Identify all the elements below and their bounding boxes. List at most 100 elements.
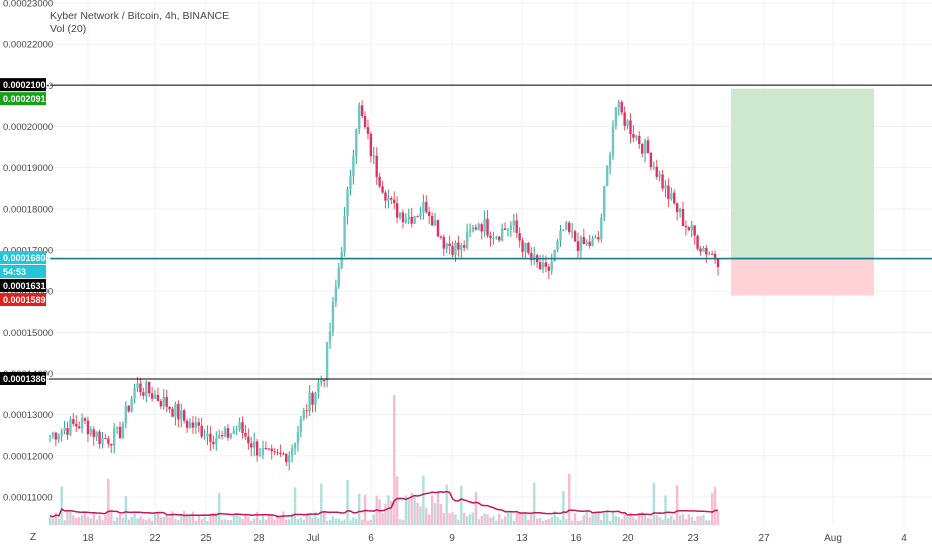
volume-bar <box>678 515 682 525</box>
volume-bar <box>527 519 530 525</box>
candle-body <box>705 247 708 255</box>
x-tick-label: Jul <box>307 533 320 544</box>
candle-body <box>390 198 393 200</box>
candle-body <box>617 102 621 108</box>
volume-bar <box>565 518 568 525</box>
candle-body <box>197 422 200 426</box>
volume-bar <box>305 513 308 525</box>
volume-bar <box>352 517 355 525</box>
candle-body <box>232 430 235 434</box>
candle-body <box>360 105 364 117</box>
candle-body <box>220 435 224 437</box>
volume-bar <box>107 478 110 525</box>
candle-body <box>308 392 311 412</box>
volume-bar <box>267 514 270 525</box>
candle-body <box>95 431 98 437</box>
volume-bar <box>640 511 644 525</box>
candle-body <box>174 403 177 417</box>
candle-body <box>296 432 300 444</box>
volume-bar <box>165 515 168 525</box>
volume-bar <box>95 519 98 525</box>
volume-bar <box>395 476 399 525</box>
candle-body <box>696 235 699 249</box>
volume-bar <box>328 520 332 525</box>
volume-bar <box>320 483 323 525</box>
candle-body <box>328 331 332 343</box>
price-label-text: 0.00020919 <box>3 94 51 104</box>
candle-body <box>626 120 629 126</box>
candle-body <box>223 428 227 437</box>
candle-body <box>142 392 145 396</box>
candle-body <box>287 455 291 463</box>
volume-bar <box>369 519 373 525</box>
volume-bar <box>80 514 84 525</box>
candle-body <box>72 419 75 424</box>
volume-ma-line <box>49 490 719 518</box>
candle-body <box>51 432 55 436</box>
candle-body <box>229 433 233 438</box>
volume-bar <box>121 517 125 525</box>
candle-body <box>325 342 329 381</box>
candle-body <box>460 245 463 250</box>
candle-body <box>194 422 198 428</box>
candle-body <box>171 408 174 417</box>
volume-bar <box>608 520 612 525</box>
price-label-pill <box>0 279 46 293</box>
volume-bar <box>83 511 87 525</box>
candle-body <box>573 231 577 242</box>
volume-bar <box>655 515 658 525</box>
volume-bar <box>115 517 119 525</box>
candle-body <box>290 448 294 456</box>
volume-bar <box>681 513 685 525</box>
volume-bar <box>535 518 539 525</box>
volume-bar <box>492 516 495 525</box>
volume-bar <box>690 516 693 525</box>
candle-body <box>521 240 524 252</box>
candle-body <box>608 155 612 166</box>
volume-bar <box>433 503 437 525</box>
volume-bar <box>302 519 305 525</box>
candle-body <box>538 262 542 270</box>
volume-bar <box>398 519 402 525</box>
candle-body <box>629 120 632 135</box>
candle-body <box>652 166 656 168</box>
candle-body <box>678 208 682 213</box>
volume-bar <box>223 519 227 525</box>
volume-bar <box>290 513 294 525</box>
volume-bar <box>139 516 142 525</box>
volume-bar <box>463 512 466 525</box>
candle-body <box>334 286 338 303</box>
volume-bar <box>69 511 72 525</box>
candle-body <box>614 107 618 127</box>
price-label-pill <box>0 371 46 385</box>
volume-bar <box>693 520 696 525</box>
stop-zone <box>731 258 874 296</box>
candle-body <box>279 453 282 455</box>
volume-bar <box>92 512 95 525</box>
candle-body <box>369 133 373 157</box>
volume-bar <box>702 514 705 525</box>
volume-bar <box>346 479 349 525</box>
volume-bar <box>570 520 574 525</box>
y-tick-label: 0.00013000 <box>3 410 53 421</box>
candle-body <box>261 447 265 456</box>
candle-body <box>252 441 256 448</box>
volume-bar <box>553 511 556 525</box>
candle-body <box>235 429 238 431</box>
candle-body <box>474 227 478 230</box>
candle-body <box>457 242 460 250</box>
candle-body <box>687 227 691 231</box>
volume-bar <box>217 492 221 525</box>
candle-body <box>428 211 431 217</box>
x-tick-label: 6 <box>368 533 374 544</box>
candle-body <box>693 225 696 236</box>
volume-bar <box>171 511 174 525</box>
x-tick-label: 20 <box>622 533 634 544</box>
candle-body <box>503 228 507 230</box>
candle-body <box>553 249 556 262</box>
timezone-corner[interactable]: Z <box>30 532 37 543</box>
candle-body <box>384 192 387 201</box>
volume-indicator-label: Vol (20) <box>50 23 87 35</box>
